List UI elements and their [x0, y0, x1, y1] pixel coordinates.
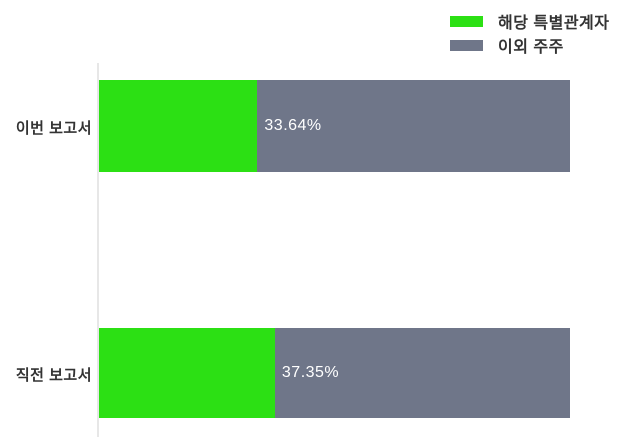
legend-swatch-gray	[450, 39, 483, 51]
bar-segment-special-related-party	[99, 328, 275, 418]
category-label-previous-report: 직전 보고서	[15, 367, 92, 384]
legend-swatch-green	[450, 15, 483, 27]
legend-item-other-shareholders: 이외 주주	[450, 34, 610, 56]
bar-value-label: 37.35%	[281, 364, 340, 381]
legend-label-special-related-party: 해당 특별관계자	[498, 15, 610, 32]
bar-segment-other-shareholders: 37.35%	[274, 328, 570, 418]
chart-legend: 해당 특별관계자 이외 주주	[450, 10, 610, 56]
bar-row-current-report: 33.64%	[99, 80, 570, 172]
bar-segment-special-related-party	[99, 80, 258, 172]
category-label-current-report: 이번 보고서	[15, 120, 92, 137]
y-axis-line	[97, 63, 99, 437]
bar-value-label: 33.64%	[264, 117, 322, 134]
bar-row-previous-report: 37.35%	[99, 328, 570, 418]
legend-label-other-shareholders: 이외 주주	[498, 39, 564, 56]
legend-item-special-related-party: 해당 특별관계자	[450, 10, 610, 32]
bar-segment-other-shareholders: 33.64%	[257, 80, 570, 172]
